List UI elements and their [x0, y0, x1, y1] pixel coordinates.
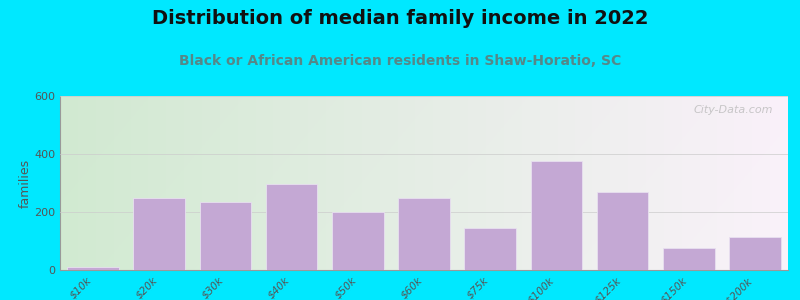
Bar	[266, 184, 318, 270]
Bar	[464, 228, 516, 270]
Bar	[134, 197, 185, 270]
Text: City-Data.com: City-Data.com	[694, 105, 774, 115]
Bar	[663, 248, 714, 270]
Text: Distribution of median family income in 2022: Distribution of median family income in …	[152, 9, 648, 28]
Bar	[729, 237, 781, 270]
Bar	[597, 192, 648, 270]
Y-axis label: families: families	[18, 158, 31, 208]
Bar	[200, 202, 251, 270]
Bar	[67, 267, 119, 270]
Bar	[332, 212, 384, 270]
Bar	[530, 161, 582, 270]
Bar	[398, 197, 450, 270]
Text: Black or African American residents in Shaw-Horatio, SC: Black or African American residents in S…	[179, 54, 621, 68]
